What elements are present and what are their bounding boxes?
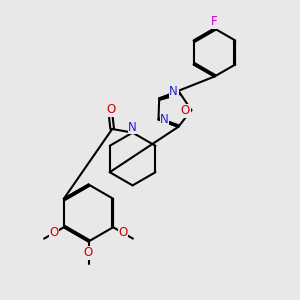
Text: O: O [84,246,93,260]
Text: O: O [181,104,190,117]
Text: N: N [160,113,169,126]
Text: O: O [118,226,128,239]
Text: O: O [49,226,58,239]
Text: F: F [211,15,218,28]
Text: O: O [106,103,115,116]
Text: N: N [128,121,137,134]
Text: N: N [169,85,178,98]
